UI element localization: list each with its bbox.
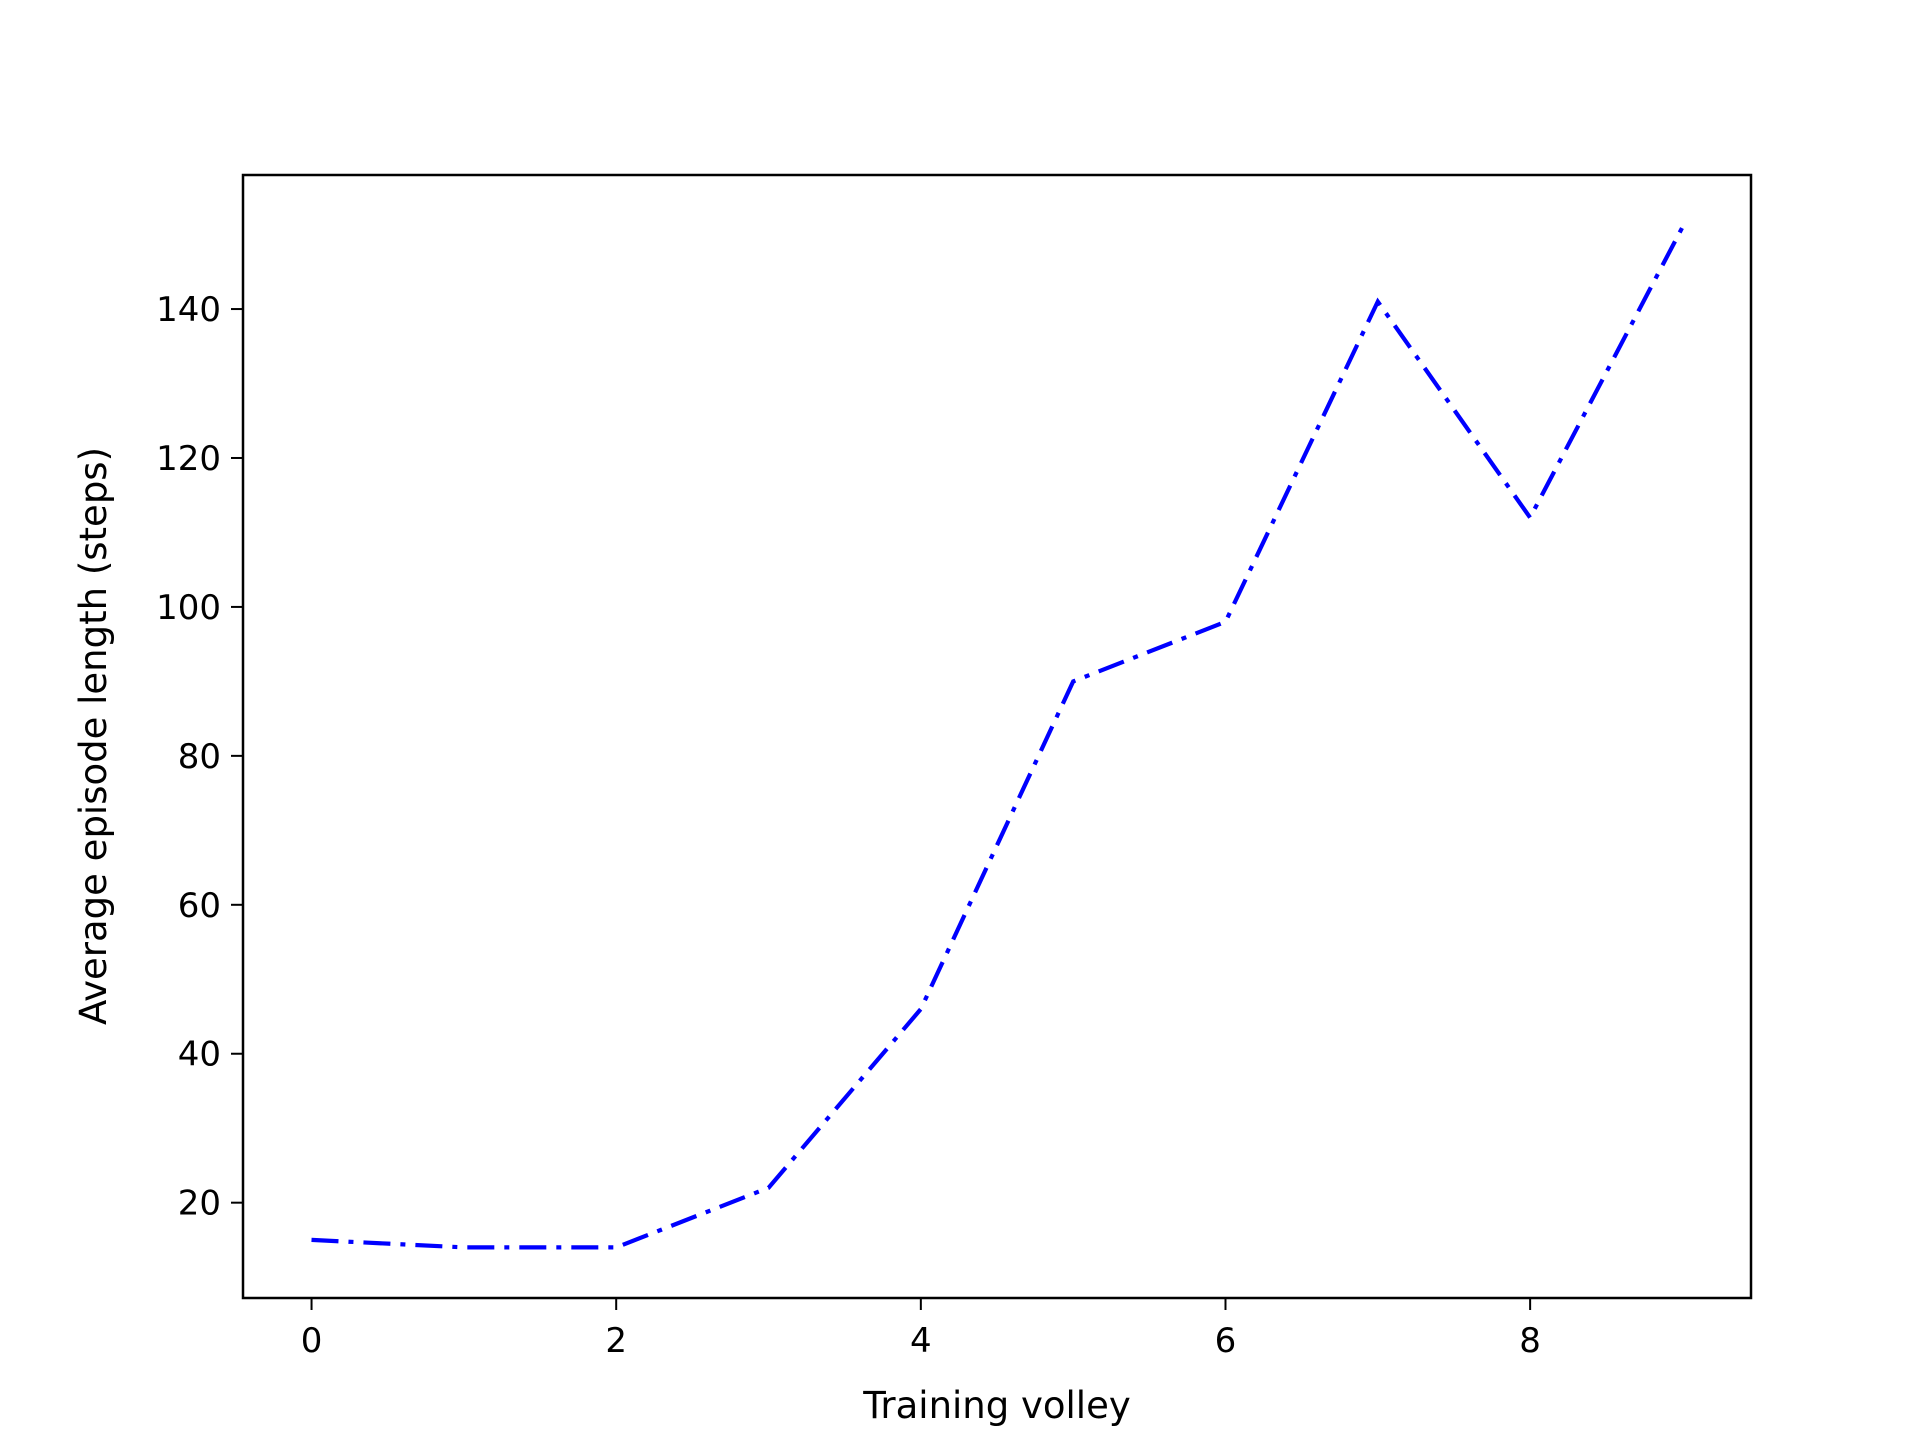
plot-area: [311, 226, 1685, 1250]
x-axis-title: Training volley: [862, 1384, 1131, 1427]
y-tick-label: 40: [178, 1035, 221, 1075]
x-axis: 0 2 4 6 8: [301, 1298, 1541, 1361]
y-axis-title: Average episode length (steps): [72, 447, 115, 1025]
series-line-0: [311, 226, 1685, 1250]
y-tick-label: 100: [156, 588, 221, 628]
y-tick-label: 120: [156, 439, 221, 479]
y-tick-label: 140: [156, 290, 221, 330]
x-tick-label: 8: [1519, 1321, 1541, 1361]
x-tick-label: 4: [910, 1321, 932, 1361]
axes-frame: [241, 173, 1753, 1300]
y-tick-label: 20: [178, 1184, 221, 1224]
y-axis: 20 40 60 80 100 120 140: [156, 290, 243, 1224]
x-tick-label: 2: [605, 1321, 627, 1361]
y-tick-label: 60: [178, 886, 221, 926]
y-tick-label: 80: [178, 737, 221, 777]
x-tick-label: 0: [301, 1321, 323, 1361]
x-tick-label: 6: [1215, 1321, 1237, 1361]
